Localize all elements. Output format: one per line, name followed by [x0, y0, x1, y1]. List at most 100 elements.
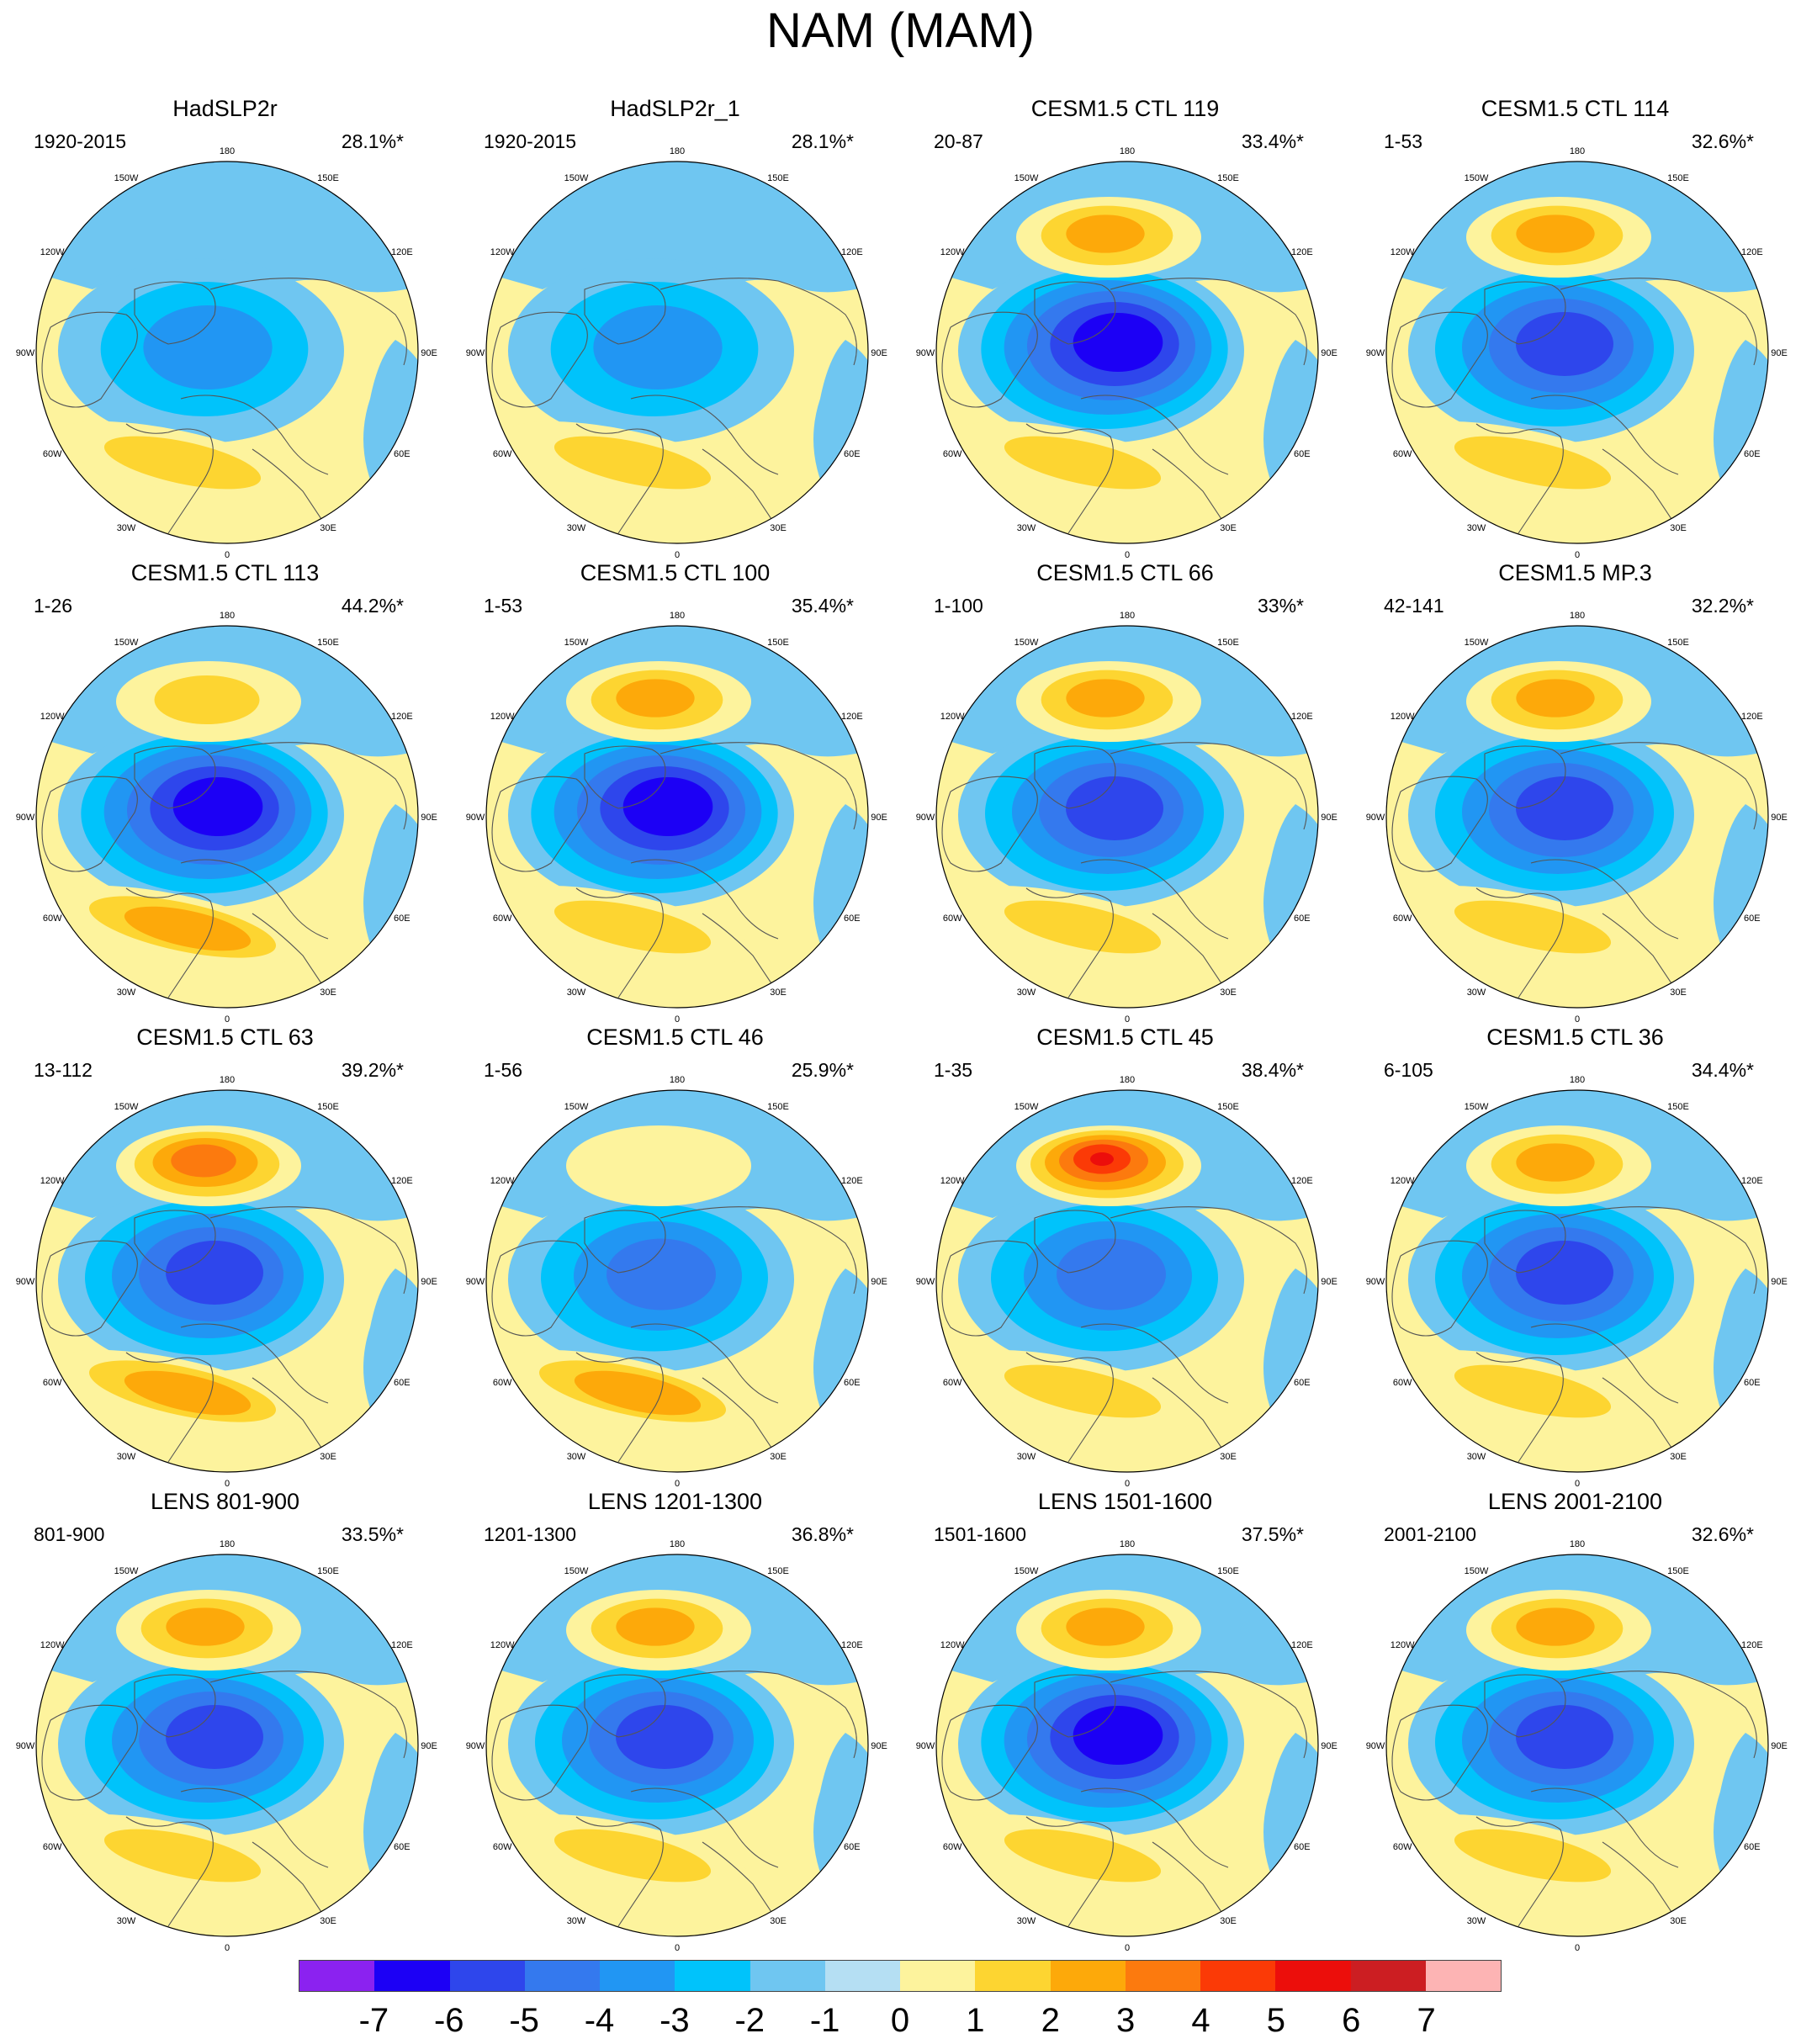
longitude-label: 30E: [1220, 988, 1237, 998]
colorbar-tick-label: 7: [1417, 2002, 1436, 2039]
map-border: [935, 1089, 1319, 1473]
longitude-label: 180: [1120, 611, 1135, 621]
panel-year-range: 1-26: [34, 595, 73, 617]
longitude-label: 120W: [940, 712, 965, 722]
longitude-label: 90W: [916, 813, 935, 823]
negative-region-east: [363, 1733, 418, 1893]
longitude-label: 150E: [317, 173, 339, 183]
low-contour-3: [143, 305, 273, 389]
longitude-label: 90E: [1771, 348, 1788, 358]
panel-year-range: 1201-1300: [484, 1523, 576, 1545]
longitude-label: 30W: [567, 988, 586, 998]
panel-title: CESM1.5 CTL 113: [130, 560, 320, 585]
longitude-label: 180: [1570, 1539, 1585, 1549]
panel-variance: 32.6%*: [1691, 130, 1754, 152]
coastlines: [41, 742, 407, 1007]
longitude-label: 30E: [1220, 1452, 1237, 1462]
longitude-label: 120W: [40, 1640, 65, 1650]
longitude-label: 30W: [1467, 988, 1486, 998]
pacific-high-contour-2: [154, 675, 260, 724]
longitude-label: 30W: [117, 1916, 136, 1926]
polar-map: 180 150E 120E 90E 60E 30E 0 30W 60W 90W 120W 150W: [916, 611, 1338, 1025]
longitude-label: 60E: [1294, 449, 1311, 459]
longitude-label: 150E: [767, 1566, 789, 1576]
longitude-label: 90E: [871, 1277, 887, 1287]
longitude-label: 60E: [844, 1378, 861, 1388]
longitude-label: 120W: [1390, 1176, 1415, 1186]
longitude-label: 90W: [466, 348, 485, 358]
longitude-label: 150W: [114, 638, 139, 648]
panel-year-range: 2001-2100: [1384, 1523, 1476, 1545]
map-border: [35, 161, 419, 544]
longitude-label: 150W: [564, 638, 589, 648]
longitude-label: 90E: [421, 348, 437, 358]
polar-map: 180 150E 120E 90E 60E 30E 0 30W 60W 90W 120W 150W: [916, 146, 1338, 560]
longitude-label: 60W: [943, 913, 962, 924]
longitude-label: 30W: [117, 988, 136, 998]
panel-variance: 44.2%*: [341, 595, 404, 617]
longitude-label: 150E: [1667, 1102, 1689, 1112]
negative-region-east: [813, 1268, 868, 1428]
longitude-label: 180: [670, 1539, 685, 1549]
atlantic-high-contour-2: [1454, 1829, 1612, 1882]
pacific-high-contour-3: [1516, 1607, 1595, 1646]
longitude-label: 90E: [1321, 348, 1338, 358]
longitude-label: 120W: [490, 1176, 515, 1186]
longitude-label: 60W: [493, 1378, 512, 1388]
panel-title: CESM1.5 MP.3: [1498, 560, 1652, 585]
longitude-label: 90W: [1366, 1277, 1385, 1287]
panel-variance: 35.4%*: [791, 595, 854, 617]
low-contour-5: [616, 1705, 713, 1769]
coastlines: [941, 1671, 1307, 1935]
longitude-label: 90W: [1366, 348, 1385, 358]
panel-title: CESM1.5 CTL 66: [1036, 560, 1214, 585]
longitude-label: 60W: [43, 449, 62, 459]
longitude-label: 90E: [1321, 1277, 1338, 1287]
longitude-label: 120E: [841, 712, 863, 722]
negative-region-east: [1714, 1733, 1768, 1893]
longitude-label: 150W: [564, 1102, 589, 1112]
longitude-label: 30W: [1017, 523, 1036, 533]
field-contours: [36, 1090, 418, 1472]
colorbar-tick-label: -5: [509, 2002, 539, 2039]
panel-title: LENS 1201-1300: [587, 1489, 763, 1514]
longitude-label: 0: [225, 1943, 230, 1953]
negative-region-east: [813, 1733, 868, 1893]
negative-region-east: [813, 804, 868, 964]
atlantic-high-contour-2: [1004, 1364, 1162, 1418]
pacific-high-contour-3: [1066, 679, 1145, 718]
longitude-label: 150E: [767, 173, 789, 183]
longitude-label: 120W: [940, 247, 965, 257]
colorbar-tick-label: 5: [1266, 2002, 1285, 2039]
longitude-label: 60W: [1393, 1378, 1412, 1388]
low-contour-6: [622, 777, 713, 836]
field-contours: [486, 162, 868, 543]
low-contour-3: [593, 305, 723, 389]
colorbar-tick-label: -1: [809, 2002, 840, 2039]
pacific-high-contour-3: [1516, 1143, 1595, 1182]
longitude-label: 0: [675, 1943, 680, 1953]
coastlines: [491, 278, 857, 543]
longitude-label: 90W: [16, 1741, 35, 1751]
map-panel: CESM1.5 CTL 63 13-112 39.2%* 180 150E 120E 90E…: [0, 1023, 450, 1489]
panel-title: CESM1.5 CTL 36: [1486, 1025, 1664, 1050]
colorbar-swatch: [824, 1961, 900, 1991]
panel-year-range: 1-53: [1384, 130, 1423, 152]
longitude-label: 120E: [391, 1176, 413, 1186]
longitude-label: 180: [220, 611, 235, 621]
longitude-label: 150E: [317, 1102, 339, 1112]
longitude-label: 30W: [1467, 523, 1486, 533]
longitude-label: 0: [1575, 1014, 1580, 1025]
colorbar-tick-label: -6: [433, 2002, 464, 2039]
figure-title: NAM (MAM): [766, 3, 1035, 58]
polar-map: 180 150E 120E 90E 60E 30E 0 30W 60W 90W 120W 150W: [16, 1075, 437, 1489]
longitude-label: 90E: [1321, 1741, 1338, 1751]
atlantic-high-contour-2: [1004, 1829, 1162, 1882]
map-border: [935, 625, 1319, 1009]
longitude-label: 60E: [844, 449, 861, 459]
panel-variance: 32.2%*: [1691, 595, 1754, 617]
longitude-label: 30W: [567, 1452, 586, 1462]
map-panel: HadSLP2r_1 1920-2015 28.1%* 180 150E 120E 90E 6…: [450, 94, 900, 560]
longitude-label: 0: [1125, 1014, 1130, 1025]
longitude-label: 180: [670, 611, 685, 621]
